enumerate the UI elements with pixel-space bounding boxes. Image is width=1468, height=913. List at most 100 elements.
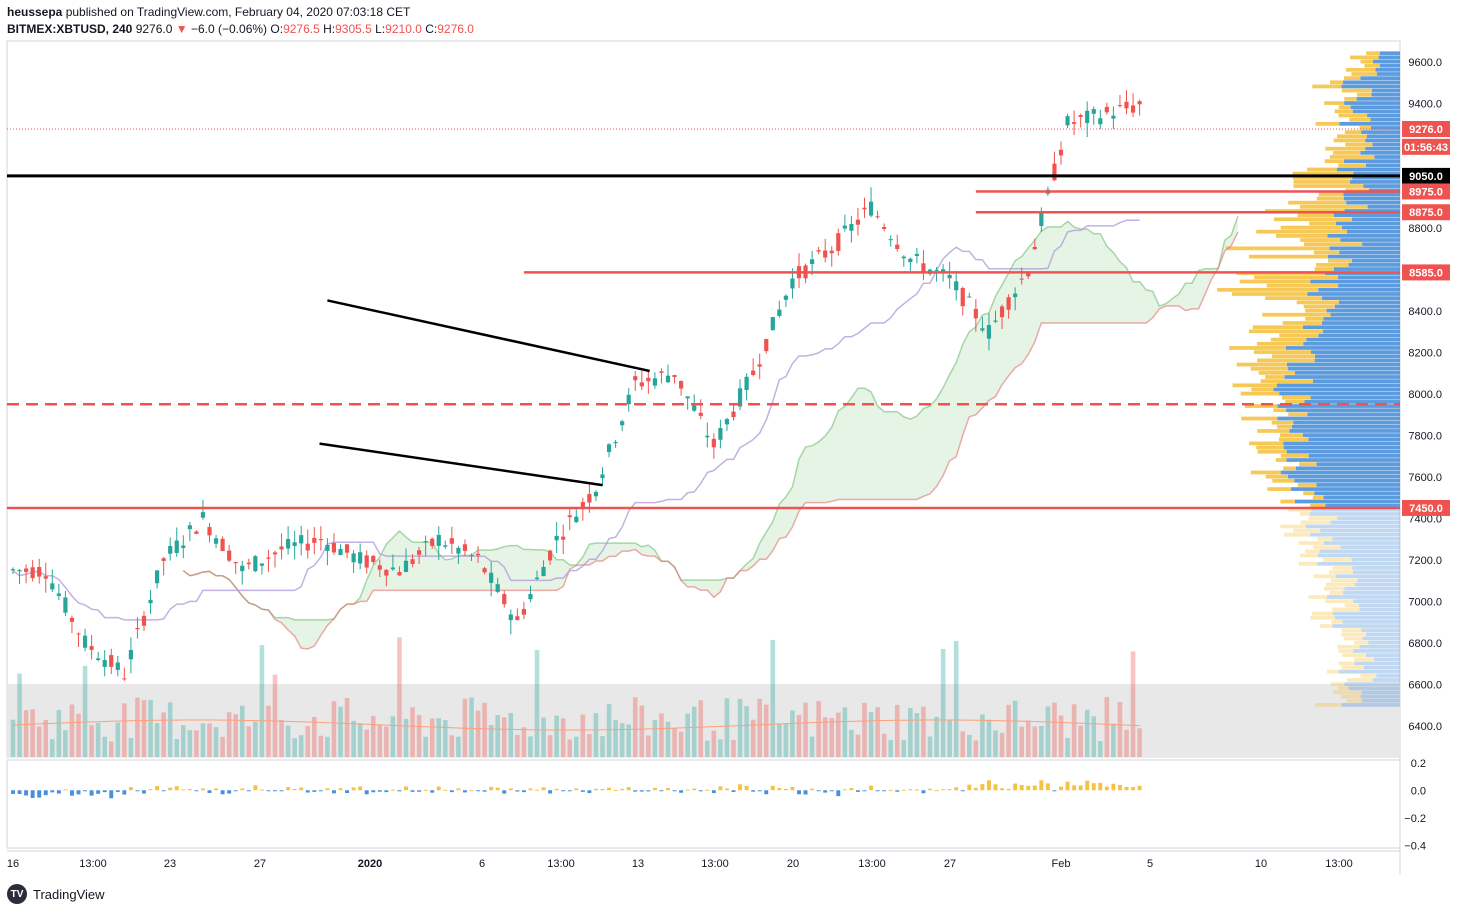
volume-bar [194,730,199,757]
volume-bar [1078,725,1083,757]
volume-profile-bar-down [1265,474,1288,479]
volume-profile-bar-up [1317,561,1400,566]
footer-brand[interactable]: TradingView [33,886,105,902]
candle-body [908,258,913,263]
volume-profile-bar-up [1343,80,1400,85]
candle-body [76,633,81,635]
time-axis-tick: 13:00 [79,858,107,870]
volume-bar [253,721,258,757]
volume-profile-bar-down [1330,682,1345,687]
volume-profile-bar-down [1317,537,1333,541]
oscillator-bar [345,790,350,794]
oscillator-bar [607,787,612,791]
volume-profile-bar-up [1356,97,1400,101]
candle-body [986,325,992,339]
candle-body [685,396,690,399]
volume-bar [652,719,658,757]
trendline [319,442,603,487]
volume-profile-bar-down [1283,466,1296,471]
volume-profile-bar-down [1300,204,1368,209]
volume-profile-bar-up [1371,92,1400,97]
candle-body [561,536,566,540]
oscillator-bar [364,790,369,795]
volume-bar [619,723,625,757]
volume-profile-bar-down [1282,395,1311,400]
candle-body [862,207,867,210]
volume-bar [515,734,520,757]
oscillator-bar [430,790,435,793]
volume-profile-bar-up [1321,296,1400,301]
price-change: −6.0 (−0.06%) [190,22,268,36]
volume-profile-bar-up [1273,387,1400,392]
volume-profile-bar-down [1267,487,1291,491]
candle-body [613,441,618,444]
oscillator-bar [908,789,913,791]
time-axis-tick: 20 [787,858,799,870]
volume-profile-bar-up [1277,416,1400,421]
volume-bar [377,725,383,757]
candle-body [980,328,985,331]
candle-body [1104,106,1109,113]
oscillator-bar [371,790,376,793]
time-axis-tick: 23 [164,858,176,870]
volume-bar [200,723,206,757]
candle-body [331,543,337,553]
volume-profile-bar-down [1293,184,1364,188]
candle-body [1058,149,1064,156]
oscillator-bar [286,787,291,791]
price-axis-tick: 9400.0 [1408,98,1442,110]
volume-bar [207,723,212,757]
price-axis-tag-label: 01:56:43 [1404,142,1448,154]
volume-profile-bar-down [1344,76,1361,81]
candle-body [718,428,723,440]
volume-profile-bar-up [1344,101,1400,105]
volume-profile-bar-down [1325,599,1354,604]
price-axis-tick: 7800.0 [1408,430,1442,442]
volume-profile-bar-down [1313,250,1340,255]
volume-profile-bar-up [1339,250,1400,255]
oscillator-bar [875,790,880,792]
candle-body [737,388,743,407]
volume-bar [888,739,893,757]
tradingview-logo-icon[interactable]: TV [7,884,27,904]
volume-profile-bar-up [1323,495,1400,500]
volume-bar [384,726,389,757]
volume-bar [875,707,880,757]
price-axis-tag-label: 8875.0 [1409,207,1443,219]
volume-bar [1124,729,1129,757]
price-axis-tick: 7600.0 [1408,472,1442,484]
volume-bar [181,725,186,757]
volume-profile-bar-up [1359,644,1400,649]
volume-profile-bar-down [1315,121,1340,126]
volume-profile-bar-down [1312,495,1324,500]
candle-body [829,250,834,254]
oscillator-bar [508,788,513,791]
oscillator-bar [869,785,874,791]
price-axis-tag [1402,499,1450,516]
volume-profile-bar-up [1365,138,1400,143]
oscillator-bar [436,786,441,791]
volume-profile-bar-down [1303,491,1315,496]
candle-body [161,558,166,561]
volume-bar [390,716,396,757]
volume-profile-bar-down [1276,424,1292,429]
volume-profile-bar-up [1305,524,1400,529]
candle-body [436,534,441,546]
volume-profile-bar-down [1292,171,1354,176]
oscillator-bar [1019,784,1024,791]
candle-body [731,411,736,418]
volume-profile-bar-down [1305,549,1320,554]
volume-bar [312,716,317,757]
price-axis-tag [1402,138,1450,155]
candle-body [724,419,730,425]
volume-profile-bar-down [1316,196,1344,201]
oscillator-bar [580,790,585,792]
candle-body [240,565,245,572]
volume-bar [770,639,776,757]
candle-body [292,542,297,547]
volume-bar [95,722,101,757]
volume-profile-bar-down [1343,636,1363,641]
candle-body [469,555,474,557]
volume-bar [226,712,232,757]
